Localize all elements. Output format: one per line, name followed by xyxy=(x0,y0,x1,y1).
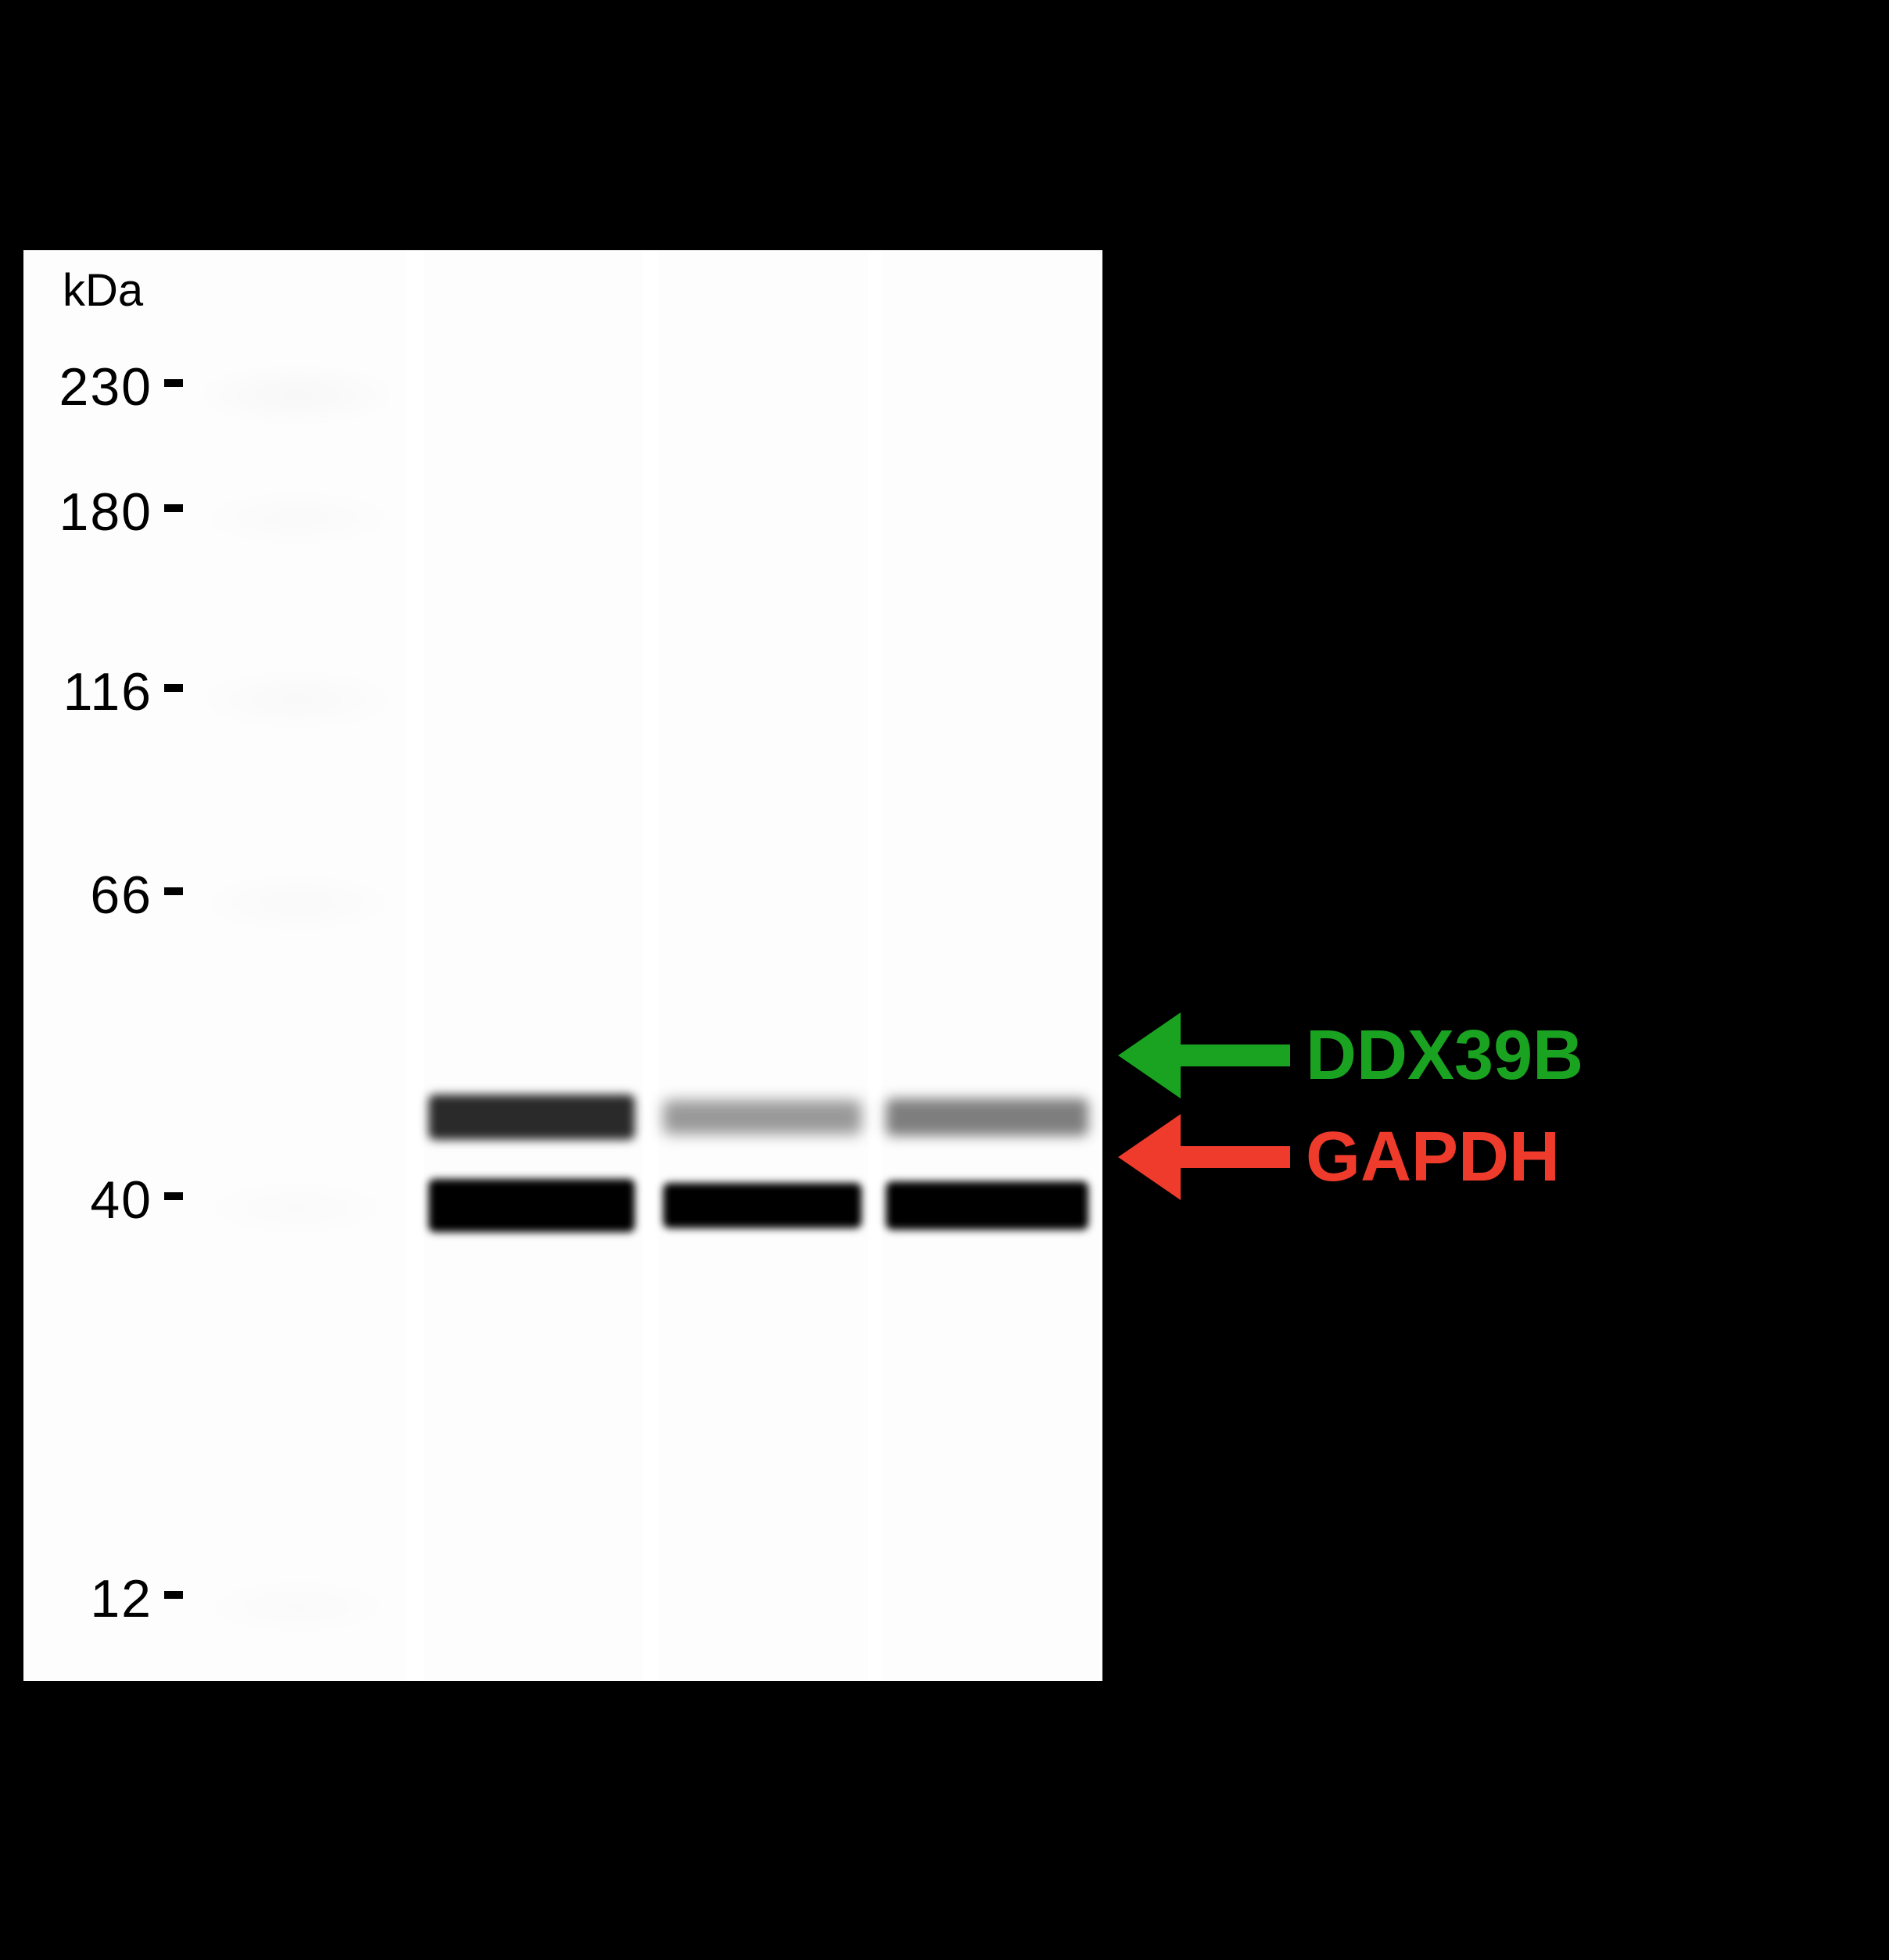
ddx39b-band xyxy=(886,1098,1088,1136)
ladder-band xyxy=(195,367,399,422)
ddx39b-label: DDX39B xyxy=(1306,1016,1583,1096)
ddx39b-annotation: DDX39B xyxy=(1118,1005,1583,1106)
lane-divider xyxy=(407,250,424,1681)
gapdh-band xyxy=(428,1179,635,1232)
gapdh-label: GAPDH xyxy=(1306,1117,1560,1198)
mw-marker-label: 230 xyxy=(59,357,152,417)
mw-marker-label: 180 xyxy=(59,482,152,543)
gapdh-annotation: GAPDH xyxy=(1118,1106,1560,1208)
ladder-band xyxy=(195,876,399,930)
ladder-band xyxy=(195,493,399,543)
mw-marker-tick xyxy=(164,504,183,512)
arrow-left-icon xyxy=(1118,1106,1290,1208)
mw-marker-tick xyxy=(164,1591,183,1599)
arrow-left-icon xyxy=(1118,1005,1290,1106)
western-blot-panel: kDa 230 180 116 66 40 12 xyxy=(23,250,1102,1681)
ladder-band xyxy=(195,672,399,727)
gapdh-band xyxy=(886,1181,1088,1230)
ddx39b-band xyxy=(428,1095,635,1140)
mw-marker-tick xyxy=(164,379,183,387)
mw-marker-tick xyxy=(164,1192,183,1200)
mw-marker-tick xyxy=(164,684,183,692)
mw-marker-label: 40 xyxy=(90,1170,152,1231)
gapdh-band xyxy=(663,1183,862,1228)
mw-marker-label: 12 xyxy=(90,1568,152,1629)
kda-unit-label: kDa xyxy=(63,264,143,317)
lane-divider xyxy=(868,250,882,1681)
mw-marker-label: 116 xyxy=(63,661,152,722)
lane-divider xyxy=(643,250,658,1681)
mw-marker-tick xyxy=(164,887,183,895)
ladder-band xyxy=(195,1579,399,1634)
mw-marker-label: 66 xyxy=(90,865,152,926)
ladder-band xyxy=(195,1181,399,1235)
ddx39b-band xyxy=(663,1100,862,1134)
